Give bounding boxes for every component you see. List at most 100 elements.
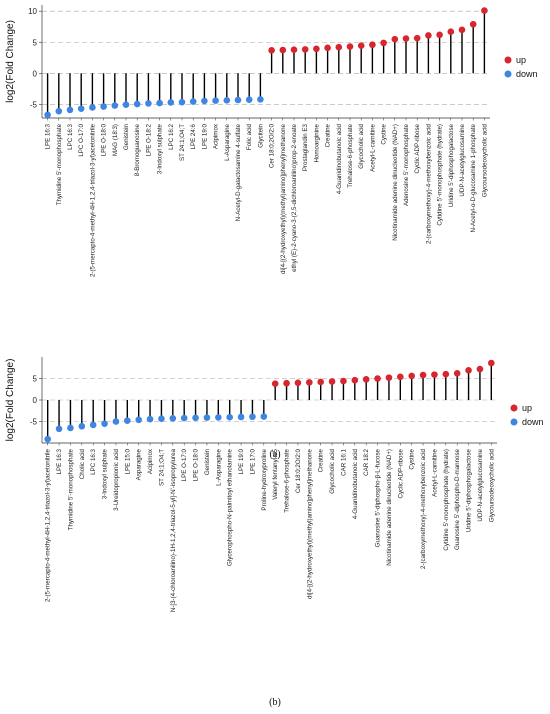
x-tick-label: LPE O-18:0 [101,123,108,156]
up-point-24 [306,379,313,386]
x-tick-label: ST 24:1;O4;T [179,124,186,161]
down-point-2 [55,107,63,115]
down-point-15 [201,97,208,105]
x-tick-label: LPE 16:3 [56,448,63,474]
x-tick-label: Cyclic ADP-ribose [414,123,421,173]
chart-panel-a: -5 0 5 10 log2(Fold Change) LPE 16:3 Thymidine… [5,5,538,460]
up-point-26 [324,44,331,52]
x-tick-label: Homoarginine [313,123,320,162]
x-tick-label: L-Asparagine [215,448,222,485]
y-tick-label: 0 [33,69,38,78]
legend-label-up: up [522,403,532,413]
x-tick-label: UDP-N-acetylglucosamine [477,448,484,521]
down-point-10 [146,415,154,423]
up-point-27 [340,377,347,385]
up-point-38 [465,367,472,374]
down-point-14 [192,414,199,422]
down-point-8 [124,417,131,424]
chart-panel-b: -5 0 5 log2(Fold Change) 2-(5-mercapto-4-met… [5,357,544,708]
down-point-13 [180,414,188,422]
up-point-23 [294,379,302,387]
x-tick-label: CAR 18:2 [363,448,370,475]
x-tick-label: Cytidine 5'-monophosphate (hydrate) [443,449,450,551]
x-tick-label: Guanosine 5'-diphospho-D-mannose [454,448,461,549]
down-point-13 [178,98,186,106]
down-point-9 [135,416,142,424]
x-tick-label: N-[3-(4-chloroanilino)-1H-1,2,4-triazol-… [170,448,177,612]
x-tick-label: Glycocholic acid [358,123,365,168]
down-point-5 [89,104,96,111]
legend-swatch-down [510,418,518,426]
x-tick-label: UDP-N-acetylglucosamine [459,123,466,196]
x-tick-label: LPC 16:3 [67,123,74,149]
x-tick-label: LPC 16:2 [168,123,175,149]
x-tick-label: Acetyl-L-carnitine [431,448,438,496]
x-tick-label: Trehalose-6-phosphate [347,123,354,187]
y-tick-label: 5 [33,38,38,47]
up-point-37 [453,370,461,377]
down-point-20 [260,413,268,420]
x-tick-label: N-Acetyl-D-galactosamine 4-sulfate [235,123,242,221]
x-tick-label: Proline-hydroxyproline [261,448,268,510]
up-point-38 [458,26,466,34]
x-tick-label: Uridine 5'-diphosphogalactose [448,123,455,207]
x-tick-label: Genistein [204,448,211,475]
x-tick-label: Cystine [381,123,388,144]
legend-label-up: up [516,55,526,65]
x-tick-label: LPE 15:0 [124,448,131,474]
x-tick-label: Cytidine 5'-monophosphate (hydrate) [437,124,444,226]
y-tick-label: 0 [33,396,38,405]
x-tick-label: Glycocholic acid [329,448,336,493]
up-point-36 [442,370,450,378]
y-axis-label: log2(Fold Change) [5,20,16,103]
y-tick-label: 10 [28,7,37,16]
x-tick-label: Glycitein [257,123,264,147]
down-point-8 [122,101,130,108]
down-point-4 [78,422,86,430]
down-point-17 [223,97,231,104]
up-point-29 [357,42,365,49]
legend-swatch-up [510,404,518,412]
x-tick-label: 2-(carboxymethoxy)-4-methoxybenzoic acid [420,448,427,569]
x-tick-label: Prostaglandin E3 [302,123,309,171]
x-tick-label: ethyl (E)-2-cyano-3-(2,5-dichloroanilino… [291,123,298,271]
up-point-40 [481,7,488,14]
down-point-17 [226,413,233,421]
x-tick-label: Valeryl fentanyl-d5 [272,448,279,499]
up-point-31 [380,39,387,47]
up-point-22 [283,379,290,387]
up-point-26 [328,378,336,385]
x-tick-label: LPC O-17:0 [78,123,85,156]
down-point-16 [212,97,219,104]
up-point-32 [397,373,404,381]
x-tick-label: LPE 16:3 [45,123,52,149]
x-tick-label: CAR 16:1 [340,448,347,475]
x-tick-label: 2-(carboxymethoxy)-4-methoxybenzoic acid [425,123,432,244]
x-tick-label: 3-Ureidopropionic acid [113,448,120,510]
up-point-35 [431,371,438,378]
x-tick-label: Cer 18:0;2O/2:0 [295,448,302,493]
down-point-12 [169,414,177,422]
down-point-6 [101,420,108,427]
x-tick-label: LPE 24:6 [190,123,197,149]
up-point-25 [313,45,320,53]
y-tick-label: -5 [30,418,38,427]
x-tick-label: Acetyl-L-carnitine [369,123,376,171]
down-point-1 [44,111,51,119]
up-point-30 [374,375,381,382]
down-point-11 [156,99,163,107]
down-point-5 [89,421,97,429]
down-point-11 [158,415,165,423]
up-point-21 [268,47,275,54]
down-point-7 [112,418,120,425]
x-tick-label: 8-Bromoguanosine [134,123,141,176]
down-point-18 [237,413,245,421]
down-point-7 [111,102,119,109]
x-tick-label: Glycoursodeoxycholic acid [488,448,495,522]
x-tick-label: 4-Guanidinobutanoic acid [336,123,343,194]
x-tick-label: Glycoursodeoxycholic acid [481,123,488,197]
x-tick-label: Glycerophospho-N-palmitoyl ethanolamine [227,448,234,565]
x-tick-label: LPE 19:0 [238,448,245,474]
x-tick-label: Nicotinamide adenine dinucleotide (NAD+) [392,124,399,241]
